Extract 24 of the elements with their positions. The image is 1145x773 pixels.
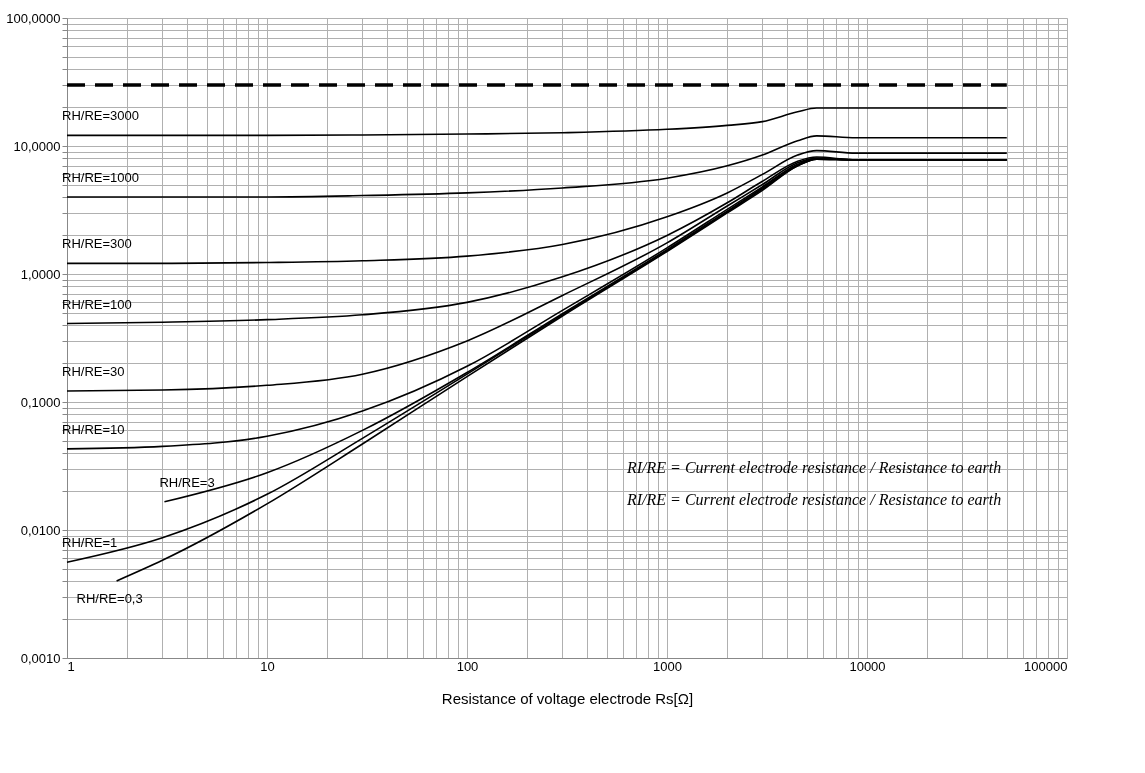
- y-tick-label: 1,0000: [20, 266, 61, 282]
- series-label: RH/RE=3000: [62, 108, 139, 124]
- series-label: RH/RE=30: [62, 363, 125, 379]
- y-tick-label: 100,0000: [6, 10, 61, 26]
- series-label: RH/RE=10: [62, 421, 125, 437]
- y-tick-label: 0,0100: [20, 522, 61, 538]
- series-label: RH/RE=3: [159, 474, 215, 490]
- series-label: RH/RE=300: [62, 236, 132, 252]
- series-label: RH/RE=1: [62, 535, 118, 551]
- annotation: RI/RE = Current electrode resistance / Resistance to earth: [626, 459, 1002, 476]
- x-tick-label: 100: [456, 658, 479, 674]
- series-label: RH/RE=100: [62, 296, 132, 312]
- series-label: RH/RE=0,3: [76, 590, 143, 606]
- x-tick-label: 100000: [1024, 658, 1068, 674]
- series-label: RH/RE=1000: [62, 169, 139, 185]
- annotation: RI/RE = Current electrode resistance / Resistance to earth: [626, 491, 1002, 508]
- y-tick-label: 0,1000: [20, 394, 61, 410]
- y-tick-label: 0,0010: [20, 650, 61, 666]
- x-tick-label: 1000: [653, 658, 682, 674]
- x-tick-label: 1: [67, 658, 75, 674]
- y-tick-label: 10,0000: [13, 138, 61, 154]
- x-tick-label: 10000: [849, 658, 886, 674]
- x-axis-title: Resistance of voltage electrode Rs[Ω]: [441, 689, 694, 707]
- x-tick-label: 10: [260, 658, 275, 674]
